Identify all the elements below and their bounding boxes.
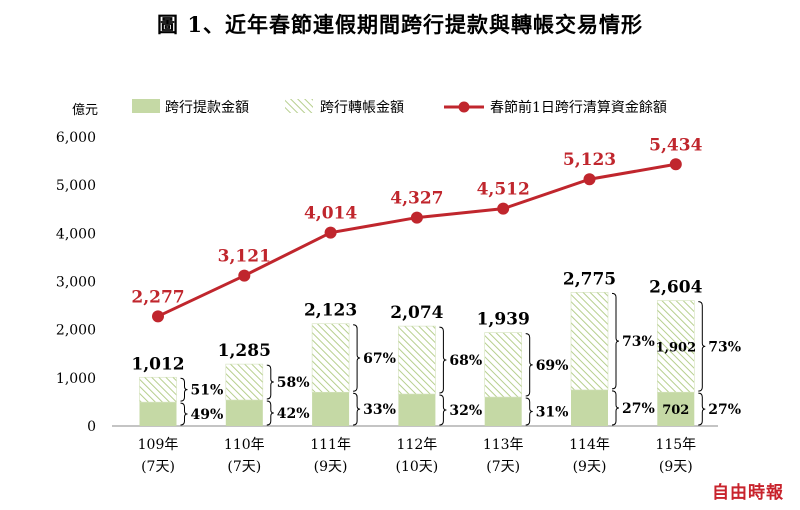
bar-withdraw bbox=[398, 394, 436, 426]
x-tick-days: (9天) bbox=[659, 459, 693, 475]
legend-marker-balance bbox=[458, 101, 470, 113]
transfer-pct-label: 69% bbox=[536, 358, 569, 374]
withdraw-pct-label: 32% bbox=[449, 403, 482, 419]
brace-transfer bbox=[353, 324, 361, 392]
bar-withdraw bbox=[484, 397, 522, 426]
withdraw-pct-label: 33% bbox=[363, 402, 396, 418]
y-tick-label: 0 bbox=[87, 419, 96, 435]
x-tick-year: 112年 bbox=[397, 437, 438, 453]
brace-transfer bbox=[180, 377, 188, 402]
y-tick-label: 3,000 bbox=[56, 275, 96, 291]
withdraw-pct-label: 27% bbox=[708, 402, 741, 418]
transfer-pct-label: 68% bbox=[449, 353, 482, 369]
watermark-logo: 自由時報 bbox=[712, 483, 784, 503]
x-tick-year: 113年 bbox=[483, 437, 524, 453]
balance-value-label: 4,327 bbox=[390, 189, 443, 209]
transfer-pct-label: 51% bbox=[191, 383, 224, 399]
balance-value-label: 2,277 bbox=[131, 287, 184, 307]
balance-point bbox=[583, 173, 596, 186]
y-tick-label: 4,000 bbox=[56, 226, 96, 242]
brace-withdraw bbox=[611, 390, 620, 426]
bar-transfer bbox=[656, 300, 695, 393]
x-tick-days: (7天) bbox=[141, 459, 175, 475]
brace-withdraw bbox=[353, 392, 361, 426]
withdraw-pct-label: 27% bbox=[622, 401, 655, 417]
bar-transfer bbox=[484, 332, 523, 398]
bar-transfer bbox=[225, 363, 264, 401]
balance-value-label: 4,512 bbox=[477, 180, 530, 200]
bar-withdraw bbox=[225, 399, 263, 426]
x-tick-days: (7天) bbox=[227, 459, 261, 475]
bar-total-label: 1,012 bbox=[131, 354, 184, 374]
x-tick-year: 114年 bbox=[569, 437, 610, 453]
y-tick-label: 1,000 bbox=[56, 371, 96, 387]
bar-total-label: 1,939 bbox=[477, 310, 530, 330]
legend-label-balance: 春節前1日跨行清算資金餘額 bbox=[490, 99, 667, 116]
balance-point bbox=[497, 202, 510, 215]
balance-value-label: 3,121 bbox=[218, 247, 271, 267]
legend-label-withdraw: 跨行提款金額 bbox=[165, 100, 249, 116]
balance-point bbox=[669, 158, 682, 171]
bar-inner-label: 702 bbox=[662, 403, 689, 418]
withdraw-pct-label: 42% bbox=[277, 406, 310, 422]
y-axis-label: 億元 bbox=[72, 102, 98, 118]
transfer-pct-label: 73% bbox=[622, 334, 655, 350]
y-tick-label: 6,000 bbox=[56, 130, 96, 146]
bar-transfer bbox=[311, 323, 350, 393]
balance-value-label: 5,434 bbox=[649, 135, 702, 155]
x-tick-days: (9天) bbox=[573, 459, 607, 475]
balance-point bbox=[324, 226, 337, 239]
bar-transfer bbox=[398, 325, 436, 395]
bar-withdraw bbox=[657, 392, 695, 426]
withdraw-pct-label: 31% bbox=[536, 405, 569, 421]
bar-total-label: 1,285 bbox=[218, 341, 271, 361]
bar-transfer bbox=[139, 376, 177, 403]
x-tick-days: (7天) bbox=[486, 459, 520, 475]
brace-transfer bbox=[611, 292, 620, 390]
balance-value-label: 5,123 bbox=[563, 150, 616, 170]
bar-inner-label: 1,902 bbox=[655, 340, 696, 355]
x-tick-year: 115年 bbox=[655, 437, 696, 453]
y-tick-label: 5,000 bbox=[56, 178, 96, 194]
x-tick-days: (10天) bbox=[396, 459, 439, 475]
withdraw-pct-label: 49% bbox=[191, 407, 224, 423]
balance-value-label: 4,014 bbox=[304, 204, 357, 224]
bar-total-label: 2,604 bbox=[649, 278, 702, 298]
brace-transfer bbox=[698, 301, 706, 392]
balance-point bbox=[238, 269, 251, 282]
transfer-pct-label: 73% bbox=[708, 339, 741, 355]
balance-point bbox=[152, 310, 164, 323]
brace-transfer bbox=[439, 326, 447, 394]
bar-total-label: 2,775 bbox=[563, 269, 616, 289]
y-tick-label: 2,000 bbox=[56, 323, 96, 339]
bar-withdraw bbox=[139, 402, 177, 426]
bar-total-label: 2,123 bbox=[304, 301, 357, 321]
brace-withdraw bbox=[266, 400, 274, 426]
x-tick-days: (9天) bbox=[314, 459, 348, 475]
legend-swatch-transfer bbox=[285, 99, 313, 113]
brace-withdraw bbox=[180, 402, 188, 426]
x-tick-year: 109年 bbox=[138, 437, 179, 453]
brace-withdraw bbox=[525, 397, 533, 426]
bar-total-label: 2,074 bbox=[390, 303, 443, 323]
chart-title: 圖 1、近年春節連假期間跨行提款與轉帳交易情形 bbox=[157, 12, 643, 37]
brace-transfer bbox=[266, 364, 274, 400]
brace-transfer bbox=[525, 333, 533, 397]
transfer-pct-label: 58% bbox=[277, 375, 310, 391]
brace-withdraw bbox=[698, 392, 706, 426]
legend-label-transfer: 跨行轉帳金額 bbox=[320, 100, 404, 116]
bar-withdraw bbox=[571, 389, 608, 426]
transfer-pct-label: 67% bbox=[363, 351, 396, 367]
bar-transfer bbox=[570, 292, 609, 391]
legend-swatch-withdraw bbox=[132, 99, 160, 113]
brace-withdraw bbox=[439, 394, 447, 426]
x-tick-year: 111年 bbox=[310, 437, 351, 453]
balance-point bbox=[410, 211, 423, 224]
x-tick-year: 110年 bbox=[224, 437, 265, 453]
bar-withdraw bbox=[312, 392, 350, 426]
